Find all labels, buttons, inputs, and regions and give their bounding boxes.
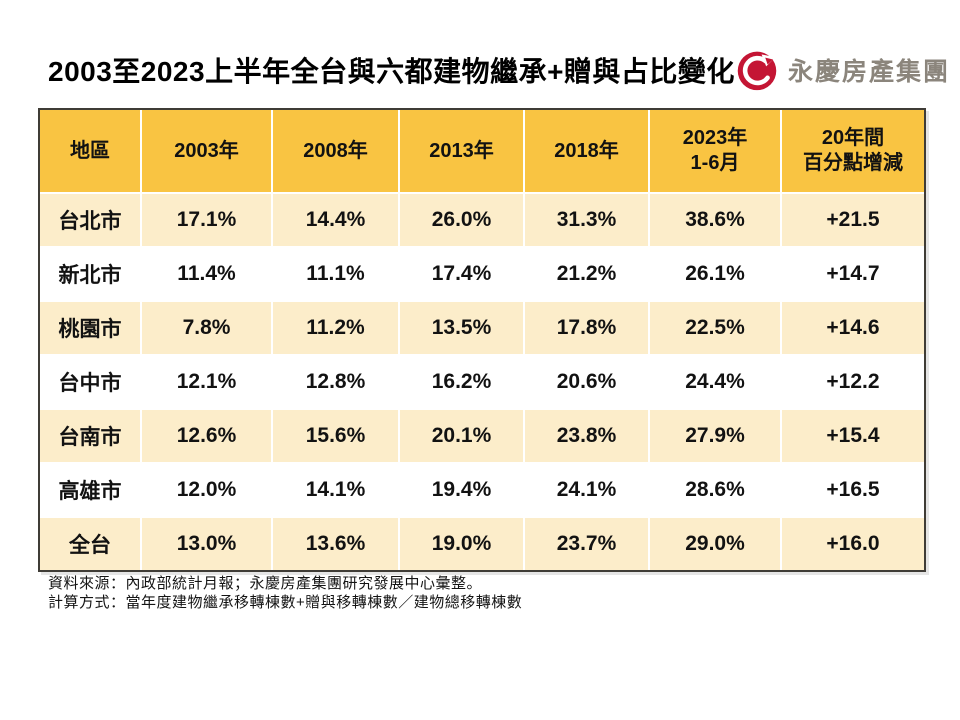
value-cell: 14.1% <box>271 462 398 516</box>
value-cell: 16.2% <box>398 354 523 408</box>
table-row-newtaipei: 新北市 11.4% 11.1% 17.4% 21.2% 26.1% +14.7 <box>40 246 924 300</box>
table-row-taipei: 台北市 17.1% 14.4% 26.0% 31.3% 38.6% +21.5 <box>40 192 924 246</box>
value-cell: 13.0% <box>140 516 271 570</box>
region-cell: 台南市 <box>40 408 140 462</box>
value-cell: 19.4% <box>398 462 523 516</box>
region-cell: 桃園市 <box>40 300 140 354</box>
value-cell: 11.4% <box>140 246 271 300</box>
col-header-2013: 2013年 <box>398 110 523 192</box>
region-cell: 台中市 <box>40 354 140 408</box>
value-cell: 12.8% <box>271 354 398 408</box>
value-cell: 13.5% <box>398 300 523 354</box>
value-cell: 14.4% <box>271 192 398 246</box>
source-note: 資料來源：內政部統計月報；永慶房產集團研究發展中心彙整。 <box>48 575 483 592</box>
region-cell: 台北市 <box>40 192 140 246</box>
value-cell: 24.1% <box>523 462 648 516</box>
col-header-2018: 2018年 <box>523 110 648 192</box>
value-cell: 20.6% <box>523 354 648 408</box>
value-cell: 17.4% <box>398 246 523 300</box>
value-cell: 27.9% <box>648 408 780 462</box>
table-row-tainan: 台南市 12.6% 15.6% 20.1% 23.8% 27.9% +15.4 <box>40 408 924 462</box>
change-cell: +14.6 <box>780 300 924 354</box>
value-cell: 21.2% <box>523 246 648 300</box>
col-header-2003: 2003年 <box>140 110 271 192</box>
col-header-2008: 2008年 <box>271 110 398 192</box>
company-logo: 永慶房產集團 <box>735 48 950 92</box>
table-row-kaohsiung: 高雄市 12.0% 14.1% 19.4% 24.1% 28.6% +16.5 <box>40 462 924 516</box>
value-cell: 26.0% <box>398 192 523 246</box>
method-note: 計算方式：當年度建物繼承移轉棟數+贈與移轉棟數／建物總移轉棟數 <box>48 594 523 611</box>
region-cell: 全台 <box>40 516 140 570</box>
value-cell: 12.0% <box>140 462 271 516</box>
change-cell: +16.5 <box>780 462 924 516</box>
col-header-2023h1: 2023年 1-6月 <box>648 110 780 192</box>
value-cell: 11.1% <box>271 246 398 300</box>
value-cell: 23.8% <box>523 408 648 462</box>
value-cell: 19.0% <box>398 516 523 570</box>
value-cell: 12.6% <box>140 408 271 462</box>
table-row-taichung: 台中市 12.1% 12.8% 16.2% 20.6% 24.4% +12.2 <box>40 354 924 408</box>
value-cell: 26.1% <box>648 246 780 300</box>
change-cell: +21.5 <box>780 192 924 246</box>
col-header-region: 地區 <box>40 110 140 192</box>
change-cell: +14.7 <box>780 246 924 300</box>
footnotes: 資料來源：內政部統計月報；永慶房產集團研究發展中心彙整。 計算方式：當年度建物繼… <box>48 574 522 612</box>
table-row-taoyuan: 桃園市 7.8% 11.2% 13.5% 17.8% 22.5% +14.6 <box>40 300 924 354</box>
header-row: 地區 2003年 2008年 2013年 2018年 2023年 1-6月 20… <box>40 110 924 192</box>
col-header-change: 20年間 百分點增減 <box>780 110 924 192</box>
value-cell: 31.3% <box>523 192 648 246</box>
value-cell: 23.7% <box>523 516 648 570</box>
value-cell: 38.6% <box>648 192 780 246</box>
inheritance-gift-ratio-table: 地區 2003年 2008年 2013年 2018年 2023年 1-6月 20… <box>38 108 926 572</box>
change-cell: +12.2 <box>780 354 924 408</box>
value-cell: 12.1% <box>140 354 271 408</box>
company-name: 永慶房產集團 <box>787 58 950 86</box>
value-cell: 7.8% <box>140 300 271 354</box>
value-cell: 28.6% <box>648 462 780 516</box>
value-cell: 17.1% <box>140 192 271 246</box>
value-cell: 20.1% <box>398 408 523 462</box>
value-cell: 11.2% <box>271 300 398 354</box>
value-cell: 22.5% <box>648 300 780 354</box>
yungching-circle-arrow-icon <box>735 48 779 92</box>
table-row-taiwan-total: 全台 13.0% 13.6% 19.0% 23.7% 29.0% +16.0 <box>40 516 924 570</box>
change-cell: +16.0 <box>780 516 924 570</box>
header-bar: 2003至2023上半年全台與六都建物繼承+贈與占比變化 永慶房產集團 <box>48 44 948 96</box>
value-cell: 13.6% <box>271 516 398 570</box>
value-cell: 17.8% <box>523 300 648 354</box>
change-cell: +15.4 <box>780 408 924 462</box>
value-cell: 29.0% <box>648 516 780 570</box>
region-cell: 新北市 <box>40 246 140 300</box>
region-cell: 高雄市 <box>40 462 140 516</box>
data-table-container: 地區 2003年 2008年 2013年 2018年 2023年 1-6月 20… <box>38 108 926 572</box>
page-title: 2003至2023上半年全台與六都建物繼承+贈與占比變化 <box>48 56 735 87</box>
value-cell: 15.6% <box>271 408 398 462</box>
value-cell: 24.4% <box>648 354 780 408</box>
